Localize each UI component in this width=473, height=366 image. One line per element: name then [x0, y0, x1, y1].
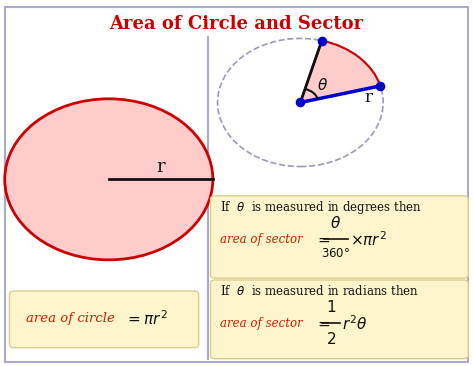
Text: $\theta$: $\theta$ [317, 77, 328, 93]
Text: $360°$: $360°$ [321, 247, 350, 260]
Text: If  $\theta$  is measured in radians then: If $\theta$ is measured in radians then [220, 284, 419, 298]
FancyBboxPatch shape [9, 291, 199, 348]
Text: $= \pi r^2$: $= \pi r^2$ [125, 309, 168, 328]
Text: area of sector: area of sector [220, 233, 303, 246]
FancyBboxPatch shape [210, 196, 468, 278]
Text: $r^2\theta$: $r^2\theta$ [342, 314, 368, 333]
Text: r: r [157, 157, 165, 176]
Text: area of circle: area of circle [26, 312, 115, 325]
Text: $\times \pi r^2$: $\times \pi r^2$ [350, 230, 387, 249]
Point [297, 100, 304, 105]
Text: Area of Circle and Sector: Area of Circle and Sector [109, 15, 364, 33]
Text: If  $\theta$  is measured in degrees then: If $\theta$ is measured in degrees then [220, 199, 422, 216]
Text: r: r [364, 89, 372, 106]
Text: $=$: $=$ [315, 317, 331, 331]
Text: area of sector: area of sector [220, 317, 303, 330]
Text: $1$: $1$ [326, 299, 336, 315]
FancyBboxPatch shape [210, 280, 468, 359]
Point [318, 38, 325, 44]
Point [377, 83, 384, 89]
Text: $\theta$: $\theta$ [330, 214, 342, 231]
Text: $=$: $=$ [315, 233, 331, 247]
Circle shape [5, 99, 213, 260]
Wedge shape [300, 41, 380, 102]
Text: $2$: $2$ [326, 331, 336, 347]
